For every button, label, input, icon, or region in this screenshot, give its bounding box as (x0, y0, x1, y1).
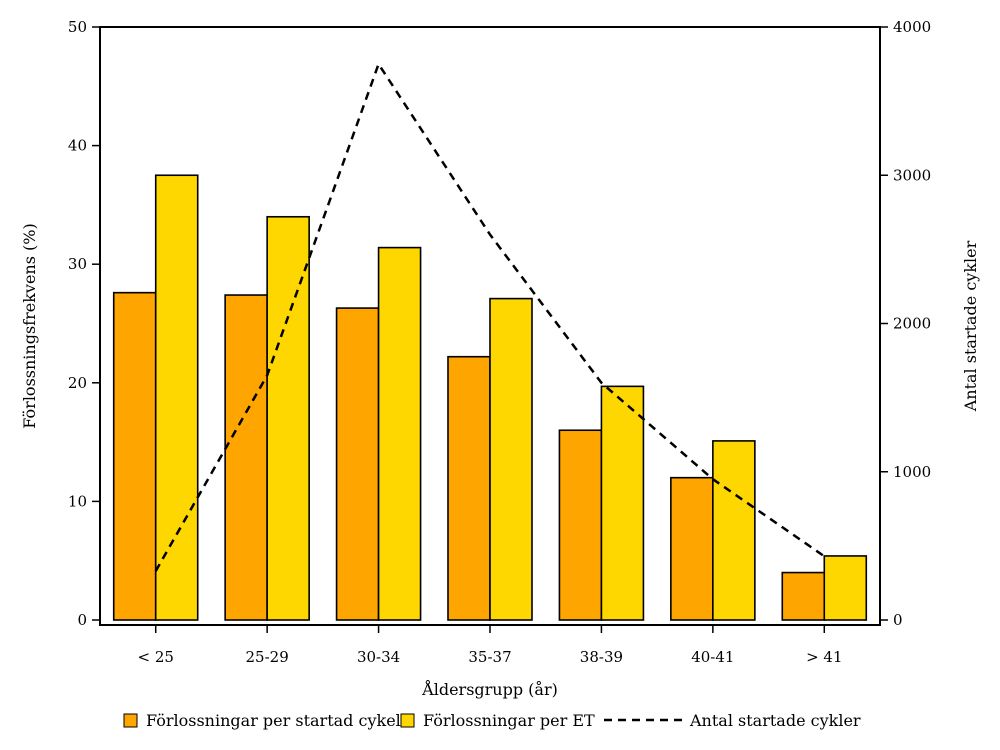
x-tick-label-1: 25-29 (246, 648, 289, 666)
bar-s1-3 (489, 297, 533, 621)
bar-s1-1 (266, 215, 310, 621)
y-tick-label-3: 30 (68, 255, 87, 273)
bar-s0-1 (224, 294, 268, 621)
right-axis: 0 1000 2000 3000 4000 (880, 18, 931, 629)
x-tick-label-5: 40-41 (691, 648, 734, 666)
x-tick-label-2: 30-34 (357, 648, 400, 666)
bars-layer (112, 174, 868, 621)
legend-swatch-per-startad-cykel (123, 713, 138, 728)
bar-s0-6 (781, 571, 826, 621)
y2-axis-title: Antal startade cykler (961, 240, 980, 412)
x-axis: < 25 25-29 30-34 35-37 38-39 40-41 > 41 (137, 625, 843, 666)
y2-tick-label-3: 3000 (893, 166, 931, 184)
y2-tick-label-4: 4000 (893, 18, 931, 36)
legend-label-antal-startade-cykler: Antal startade cykler (689, 711, 861, 730)
left-axis: 0 10 20 30 40 50 (68, 18, 100, 629)
legend-label-per-et: Förlossningar per ET (423, 711, 595, 730)
bar-s0-0 (112, 291, 157, 621)
x-tick-label-4: 38-39 (580, 648, 623, 666)
x-tick-label-0: < 25 (137, 648, 173, 666)
legend-label-per-startad-cykel: Förlossningar per startad cykel (146, 711, 401, 730)
y2-tick-label-2: 2000 (893, 315, 931, 333)
bar-s1-5 (712, 440, 756, 621)
y2-tick-label-0: 0 (893, 611, 903, 629)
bar-s1-6 (823, 555, 868, 621)
series-line-antal-startade-cykler (154, 61, 825, 572)
bar-s1-4 (600, 385, 645, 621)
y-axis-title: Förlossningsfrekvens (%) (20, 223, 39, 428)
y-tick-label-1: 10 (68, 492, 87, 510)
legend-swatch-per-et (400, 713, 415, 728)
legend: Förlossningar per startad cykel Förlossn… (123, 711, 861, 730)
y-tick-label-4: 40 (68, 137, 87, 155)
bar-s0-4 (558, 429, 603, 621)
bar-s0-2 (335, 307, 380, 621)
bar-s0-3 (447, 355, 491, 621)
bar-s1-0 (154, 174, 199, 621)
x-tick-label-3: 35-37 (468, 648, 511, 666)
bar-s1-2 (377, 246, 422, 621)
y-tick-label-5: 50 (68, 18, 87, 36)
y-tick-label-2: 20 (68, 374, 87, 392)
y-tick-label-0: 0 (77, 611, 87, 629)
x-tick-label-6: > 41 (806, 648, 842, 666)
y2-tick-label-1: 1000 (893, 463, 931, 481)
bar-s0-5 (670, 476, 714, 621)
x-axis-title: Åldersgrupp (år) (421, 679, 558, 699)
